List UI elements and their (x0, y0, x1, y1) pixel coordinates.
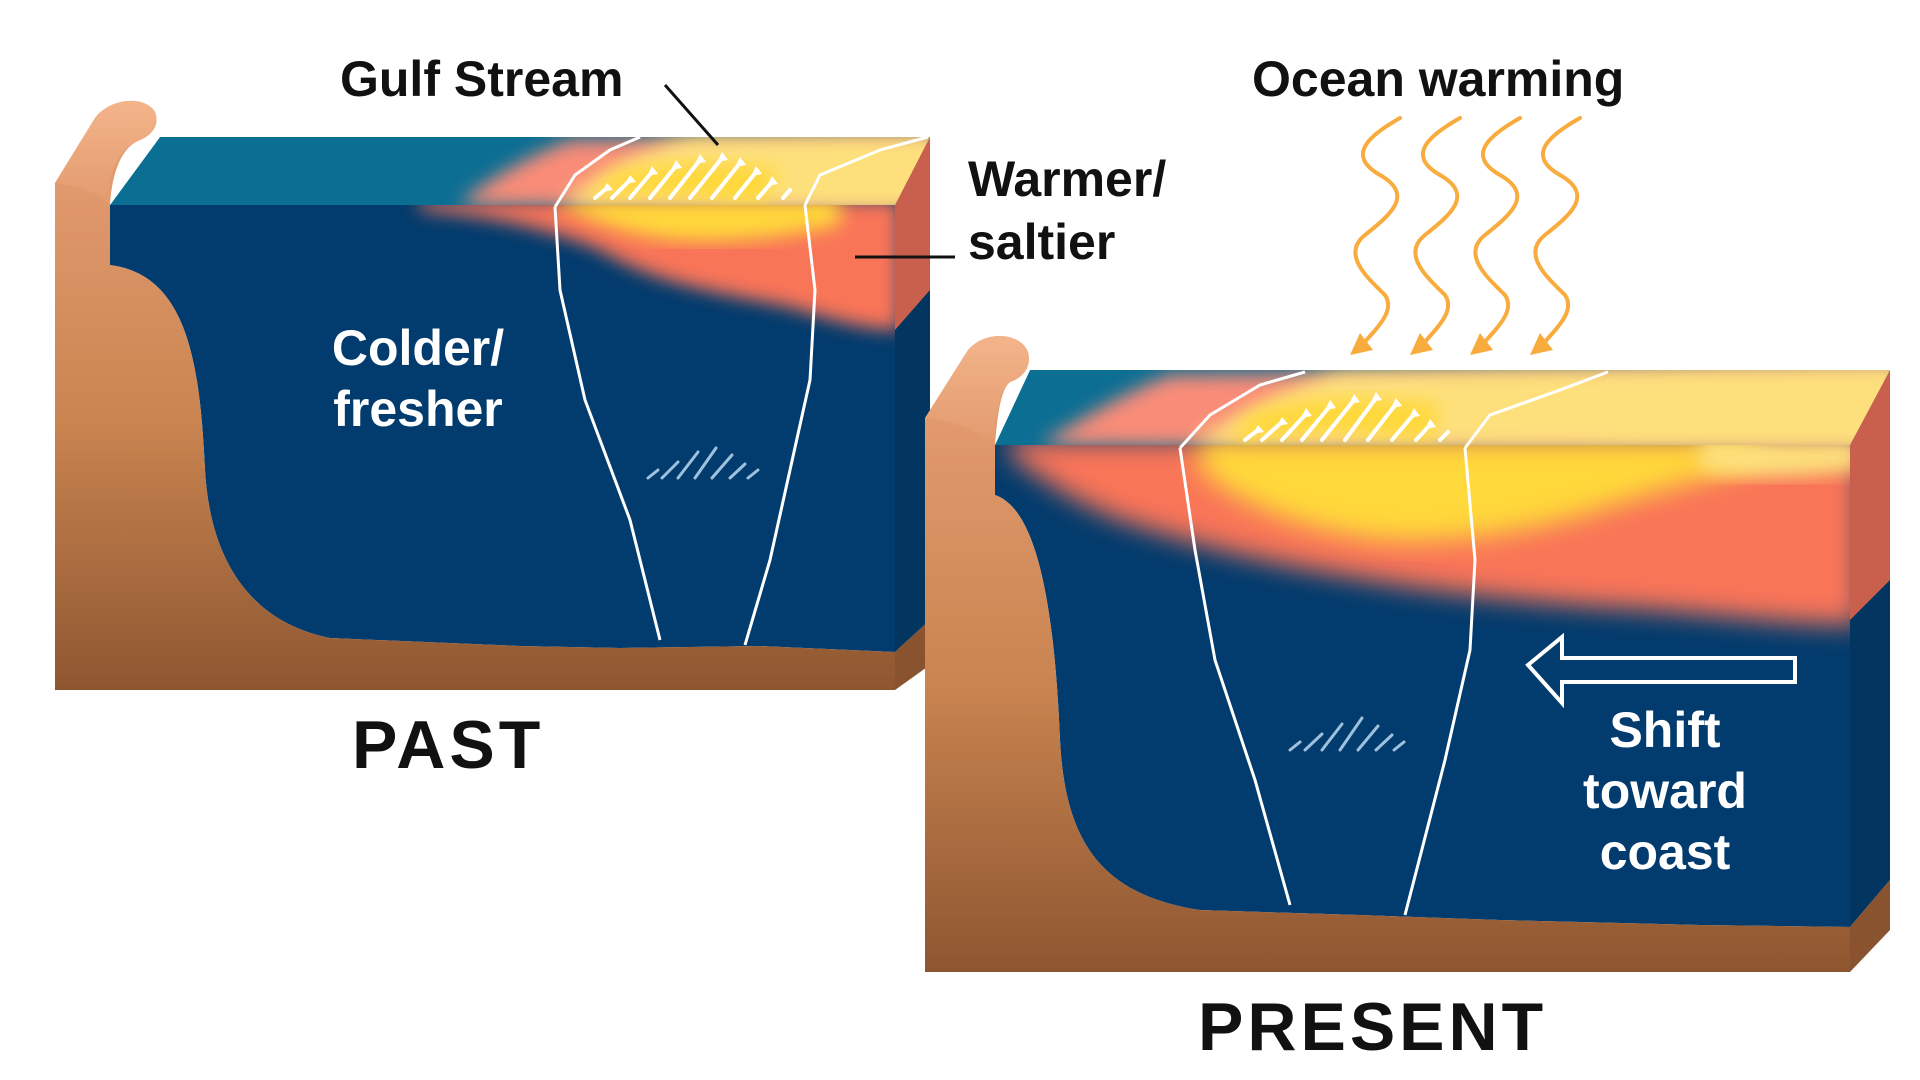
present-cliff-top (925, 335, 1029, 445)
colder-fresher-line-2: fresher (333, 381, 503, 437)
warmer-saltier-label: Warmer/ saltier (968, 148, 1166, 273)
present-coast-land (925, 335, 1850, 973)
warmer-saltier-line-2: saltier (968, 213, 1116, 270)
warmer-saltier-line-1: Warmer/ (968, 151, 1167, 207)
past-block (55, 100, 930, 691)
shift-toward-coast-line-3: coast (1599, 824, 1731, 880)
present-block-side-warm (1850, 370, 1890, 620)
past-cliff-top (55, 100, 157, 205)
present-surface-current-heads (1253, 392, 1436, 434)
present-surface-current-icon (1243, 396, 1450, 442)
past-warm-layer (420, 205, 895, 330)
heat-wave-arrowheads (1350, 333, 1553, 355)
past-stream-boundary-left (553, 135, 662, 641)
ocean-warming-label: Ocean warming (1252, 51, 1625, 107)
past-surface-current-heads (602, 152, 778, 192)
present-label: PRESENT (1198, 989, 1548, 1065)
past-coast-land (55, 100, 895, 691)
present-surface (995, 370, 1890, 445)
heat-wave-arrow-icon (1353, 116, 1582, 347)
present-stream-boundary-right (1403, 370, 1609, 916)
past-deep-current-icon (646, 446, 760, 480)
present-stream-boundary-left (1178, 370, 1306, 906)
colder-fresher-line-1: Colder/ (331, 320, 505, 376)
present-floor-side (1850, 880, 1890, 972)
past-block-side-warm (895, 137, 930, 330)
shift-toward-coast-line-1: Shift (1609, 702, 1721, 758)
shift-toward-coast-line-2: toward (1583, 763, 1747, 819)
past-stream-boundary-right (743, 135, 929, 646)
colder-fresher-label: Colder/ fresher (318, 318, 518, 440)
shift-left-arrow-icon (1525, 632, 1797, 709)
past-deep-ocean (110, 205, 895, 652)
past-floor-side (895, 620, 930, 690)
gulf-stream-label: Gulf Stream (340, 51, 624, 107)
past-surface (110, 137, 930, 205)
past-label: PAST (352, 707, 545, 783)
gulf-stream-leader-line (663, 84, 720, 146)
present-warm-layer (1010, 445, 1850, 625)
shift-toward-coast-label: Shift toward coast (1560, 700, 1770, 883)
past-surface-current-icon (593, 156, 792, 200)
present-block (925, 335, 1890, 973)
present-deep-current-icon (1288, 716, 1406, 752)
